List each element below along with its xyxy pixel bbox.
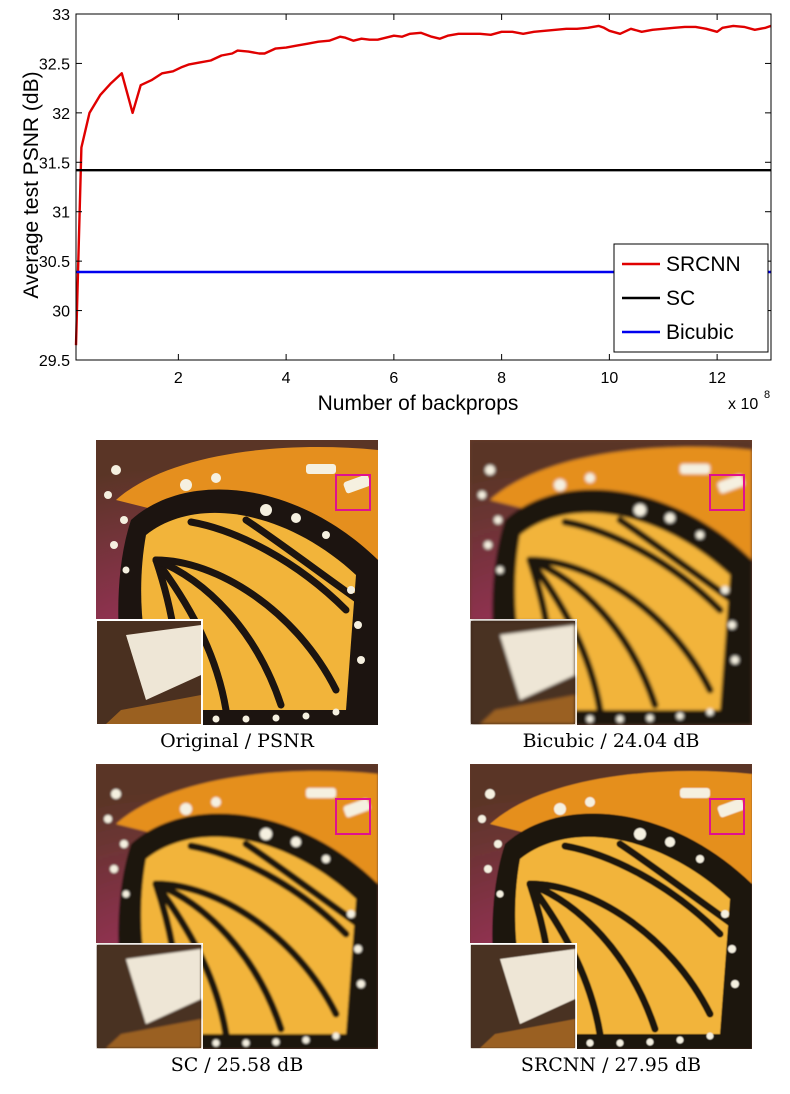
zoom-inset (96, 619, 203, 725)
butterfly-panel-2: SC / 25.58 dB (96, 764, 378, 1094)
highlight-box (709, 798, 745, 835)
psnr-line-chart: 29.5 30 30.5 31 31.5 32 32.5 33 2 4 6 8 10 12 Number … (20, 7, 772, 415)
series-line-srcnn (74, 24, 772, 346)
panel-caption: Bicubic / 24.04 dB (522, 730, 700, 752)
y-tick-label: 31 (52, 205, 70, 222)
y-tick-label: 31.5 (39, 155, 70, 172)
x-multiplier-exponent: 8 (764, 389, 770, 401)
x-tick-label: 6 (389, 370, 398, 387)
x-tick-label: 10 (600, 370, 618, 387)
highlight-box (335, 474, 371, 511)
butterfly-panel-0: Original / PSNR (96, 440, 378, 770)
y-axis-title: Average test PSNR (dB) (20, 71, 43, 298)
butterfly-image (96, 764, 378, 1049)
butterfly-panel-1: Bicubic / 24.04 dB (470, 440, 752, 770)
legend-label-sc: SC (666, 287, 695, 310)
x-axis-title: Number of backprops (318, 392, 519, 415)
butterfly-panel-3: SRCNN / 27.95 dB (470, 764, 752, 1094)
zoom-inset (96, 943, 203, 1049)
highlight-box (335, 798, 371, 835)
x-tick-label: 8 (497, 370, 506, 387)
y-tick-label: 33 (52, 7, 70, 24)
chart-legend: SRCNN SC Bicubic (613, 243, 769, 353)
y-tick-label: 30.5 (39, 254, 70, 271)
y-tick-label: 32.5 (39, 56, 70, 73)
panel-caption: SRCNN / 27.95 dB (520, 1054, 702, 1076)
butterfly-image (96, 440, 378, 725)
x-tick-label: 2 (174, 370, 183, 387)
butterfly-image (470, 764, 752, 1049)
y-tick-label: 32 (52, 106, 70, 123)
zoom-inset (470, 943, 577, 1049)
x-tick-label: 12 (708, 370, 726, 387)
panel-caption: Original / PSNR (160, 730, 314, 752)
x-multiplier-label: x 10 (728, 396, 758, 413)
zoom-inset (470, 619, 577, 725)
y-tick-label: 30 (52, 304, 70, 321)
panel-caption: SC / 25.58 dB (170, 1054, 304, 1076)
y-tick-label: 29.5 (39, 353, 70, 370)
legend-label-bicubic: Bicubic (666, 321, 734, 344)
plot-frame (75, 13, 772, 361)
x-tick-label: 4 (282, 370, 291, 387)
butterfly-image (470, 440, 752, 725)
highlight-box (709, 474, 745, 511)
legend-label-srcnn: SRCNN (666, 253, 741, 276)
